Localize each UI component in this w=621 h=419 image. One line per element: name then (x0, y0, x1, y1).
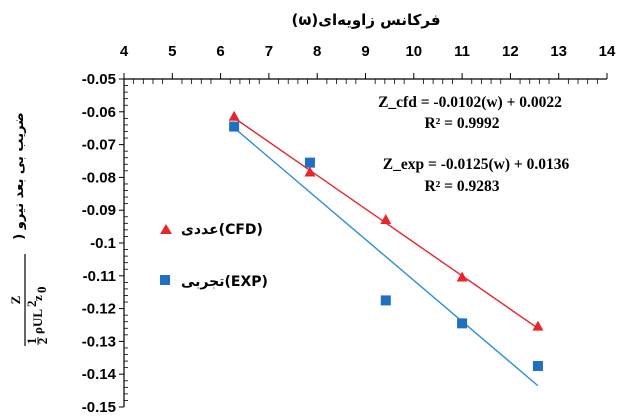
exp-point (304, 157, 315, 168)
x-tick-label: 8 (313, 43, 321, 60)
y-axis-formula-sub: 0 (34, 287, 49, 294)
x-tick-label: 7 (265, 43, 273, 60)
y-tick-label: -0.11 (83, 268, 116, 285)
y-axis-formula-sup: 2 (24, 301, 39, 308)
axes: 4 5 6 7 8 9 10 11 12 13 14 -0.05 -0.06 -0.07 -0.08 -0.0… (82, 43, 616, 416)
y-axis-title: ضریب بی بعد نیرو ( Z 1 2 ρUL 2 z 0 (8, 112, 50, 346)
legend-cfd-label: عددی(CFD) (181, 222, 263, 238)
cfd-point (456, 271, 468, 282)
y-tick-label: -0.13 (82, 333, 116, 350)
y-axis-formula-term: ρUL (30, 309, 45, 334)
y-tick-label: -0.06 (82, 104, 116, 121)
y-tick-label: -0.07 (82, 137, 116, 154)
x-tick-label: 11 (454, 43, 470, 60)
legend-cfd-marker (160, 224, 172, 234)
cfd-r2: R² = 0.9992 (424, 115, 499, 132)
y-axis-formula-z: z (30, 295, 45, 301)
y-axis-formula-half-num: 1 (24, 338, 39, 345)
cfd-point (304, 166, 316, 177)
legend-exp-marker (160, 275, 170, 285)
cfd-point (380, 214, 392, 225)
x-tick-label: 5 (168, 43, 176, 60)
x-axis-title: فرکانس زاویه‌ای(ω) (291, 11, 440, 29)
exp-point (532, 361, 543, 371)
y-axis-formula-numerator: Z (8, 295, 23, 304)
cfd-point (532, 320, 544, 331)
y-axis-title-text: ضریب بی بعد نیرو ( (12, 112, 27, 239)
exp-equation: Z_exp = -0.0125(w) + 0.0136 (383, 156, 570, 173)
data-points (228, 110, 544, 371)
cfd-equation: Z_cfd = -0.0102(w) + 0.0022 (378, 94, 562, 111)
x-tick-label: 9 (361, 43, 369, 60)
cfd-point (228, 110, 240, 121)
legend-exp-label: تجربی(EXP) (181, 274, 268, 290)
exp-point (229, 121, 240, 132)
y-tick-label: -0.15 (82, 399, 116, 416)
x-tick-label: 4 (120, 43, 129, 60)
x-tick-label: 12 (502, 43, 519, 60)
y-axis-formula-half-den: 2 (35, 338, 50, 345)
y-tick-label: -0.1 (90, 235, 116, 252)
y-tick-label: -0.09 (82, 202, 116, 219)
x-tick-label: 14 (599, 43, 616, 60)
exp-point (457, 318, 468, 329)
x-tick-label: 10 (405, 43, 422, 60)
exp-r2: R² = 0.9283 (424, 178, 499, 195)
legend: عددی(CFD) تجربی(EXP) (160, 222, 268, 290)
exp-point (380, 295, 391, 306)
y-tick-label: -0.14 (82, 366, 117, 383)
x-tick-label: 13 (550, 43, 567, 60)
x-tick-label: 6 (216, 43, 224, 60)
exp-trendline (233, 127, 539, 387)
y-tick-label: -0.12 (82, 301, 116, 318)
y-tick-label: -0.08 (82, 169, 116, 186)
y-tick-label: -0.05 (82, 71, 116, 88)
